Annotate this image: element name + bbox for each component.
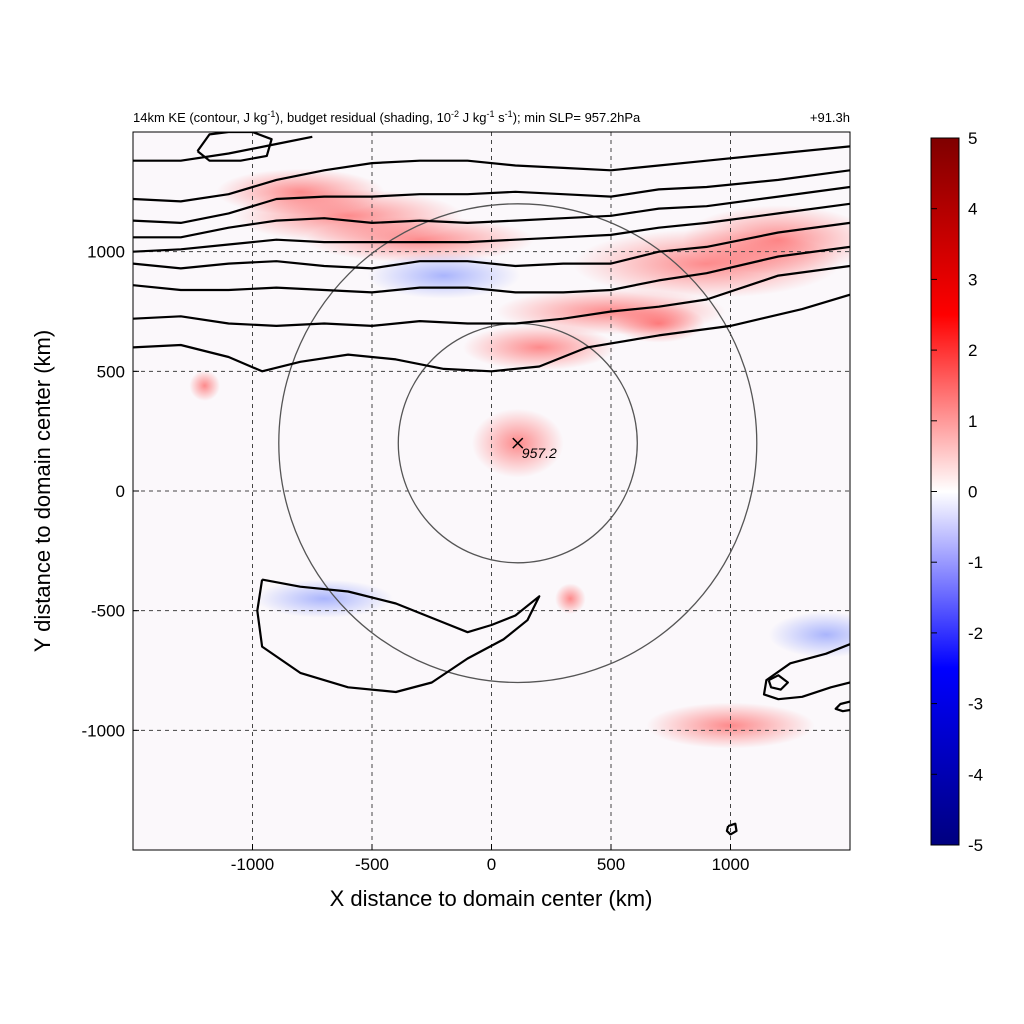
colorbar-tick-label: 5 <box>968 129 977 148</box>
ke-contour-line <box>133 202 850 253</box>
storm-center-cross <box>512 437 524 449</box>
y-tick-label: -1000 <box>82 721 125 740</box>
shading-blob <box>555 583 586 615</box>
title-sup: -1 <box>505 109 513 119</box>
y-tick-label: 500 <box>97 362 125 381</box>
shading-blob <box>768 611 850 658</box>
storm-center-marker: 957.2 <box>512 437 557 461</box>
residual-shading <box>189 168 850 749</box>
title-sup: -2 <box>451 109 459 119</box>
range-circle <box>278 203 758 684</box>
colorbar-tick-label: 1 <box>968 412 977 431</box>
title-part: J kg <box>459 110 486 125</box>
colorbar-tick-label: 0 <box>968 483 977 502</box>
forecast-time-label: +91.3h <box>810 110 850 125</box>
x-tick-label: 500 <box>597 855 625 874</box>
plot-area: 957.2 <box>133 132 850 850</box>
title-part: s <box>495 110 506 125</box>
shading-blob <box>189 370 220 402</box>
ke-contour-line <box>762 643 850 701</box>
y-axis-label: Y distance to domain center (km) <box>30 330 55 652</box>
colorbar-ticks: 5 4 3 2 1 0 -1 -2 -3 -4 -5 <box>931 129 983 855</box>
ke-contour-line <box>133 145 850 203</box>
ke-contour-line <box>133 169 850 224</box>
ke-contour-line <box>133 264 850 327</box>
y-tick-label: -500 <box>91 602 125 621</box>
title-part: ), budget residual (shading, 10 <box>275 110 451 125</box>
colorbar-tick-label: -2 <box>968 624 983 643</box>
x-tick-label: -1000 <box>231 855 274 874</box>
colorbar-tick-label: -3 <box>968 695 983 714</box>
shading-blob <box>255 579 394 618</box>
ke-contour-line <box>133 293 850 373</box>
shading-blob <box>367 252 521 299</box>
colorbar-tick-label: -1 <box>968 553 983 572</box>
colorbar-tick-label: 4 <box>968 200 977 219</box>
x-tick-label: -500 <box>355 855 389 874</box>
y-tick-label: 0 <box>116 482 125 501</box>
shading-blob <box>462 324 616 371</box>
ke-contour-line <box>834 700 850 713</box>
ke-contour-line <box>133 185 850 239</box>
ke-contour-line <box>767 674 790 691</box>
title-part: ); min SLP= 957.2hPa <box>513 110 641 125</box>
colorbar-tick-label: -4 <box>968 765 983 784</box>
colorbar-tick-label: 2 <box>968 341 977 360</box>
x-axis-label: X distance to domain center (km) <box>330 886 653 911</box>
colorbar-tick-label: 3 <box>968 270 977 289</box>
chart-title: 14km KE (contour, J kg-1), budget residu… <box>133 109 641 125</box>
ke-contour-line <box>133 135 313 162</box>
ke-contour-line <box>196 132 273 162</box>
y-axis-ticks: -1000 -500 0 500 1000 <box>82 243 139 740</box>
ke-contour-line <box>725 822 738 836</box>
x-tick-label: 0 <box>487 855 496 874</box>
x-axis-ticks: -1000 -500 0 500 1000 <box>231 844 750 874</box>
title-sup: -1 <box>487 109 495 119</box>
ke-contours <box>133 132 850 836</box>
shading-blob <box>682 205 850 275</box>
ke-contour-line <box>133 245 850 294</box>
ke-contour-line <box>133 221 850 270</box>
x-tick-label: 1000 <box>712 855 750 874</box>
title-part: 14km KE (contour, J kg <box>133 110 267 125</box>
ke-contour-line <box>256 578 541 694</box>
min-slp-label: 957.2 <box>522 445 557 461</box>
y-tick-label: 1000 <box>87 243 125 262</box>
colorbar-tick-label: -5 <box>968 836 983 855</box>
title-sup: -1 <box>267 109 275 119</box>
